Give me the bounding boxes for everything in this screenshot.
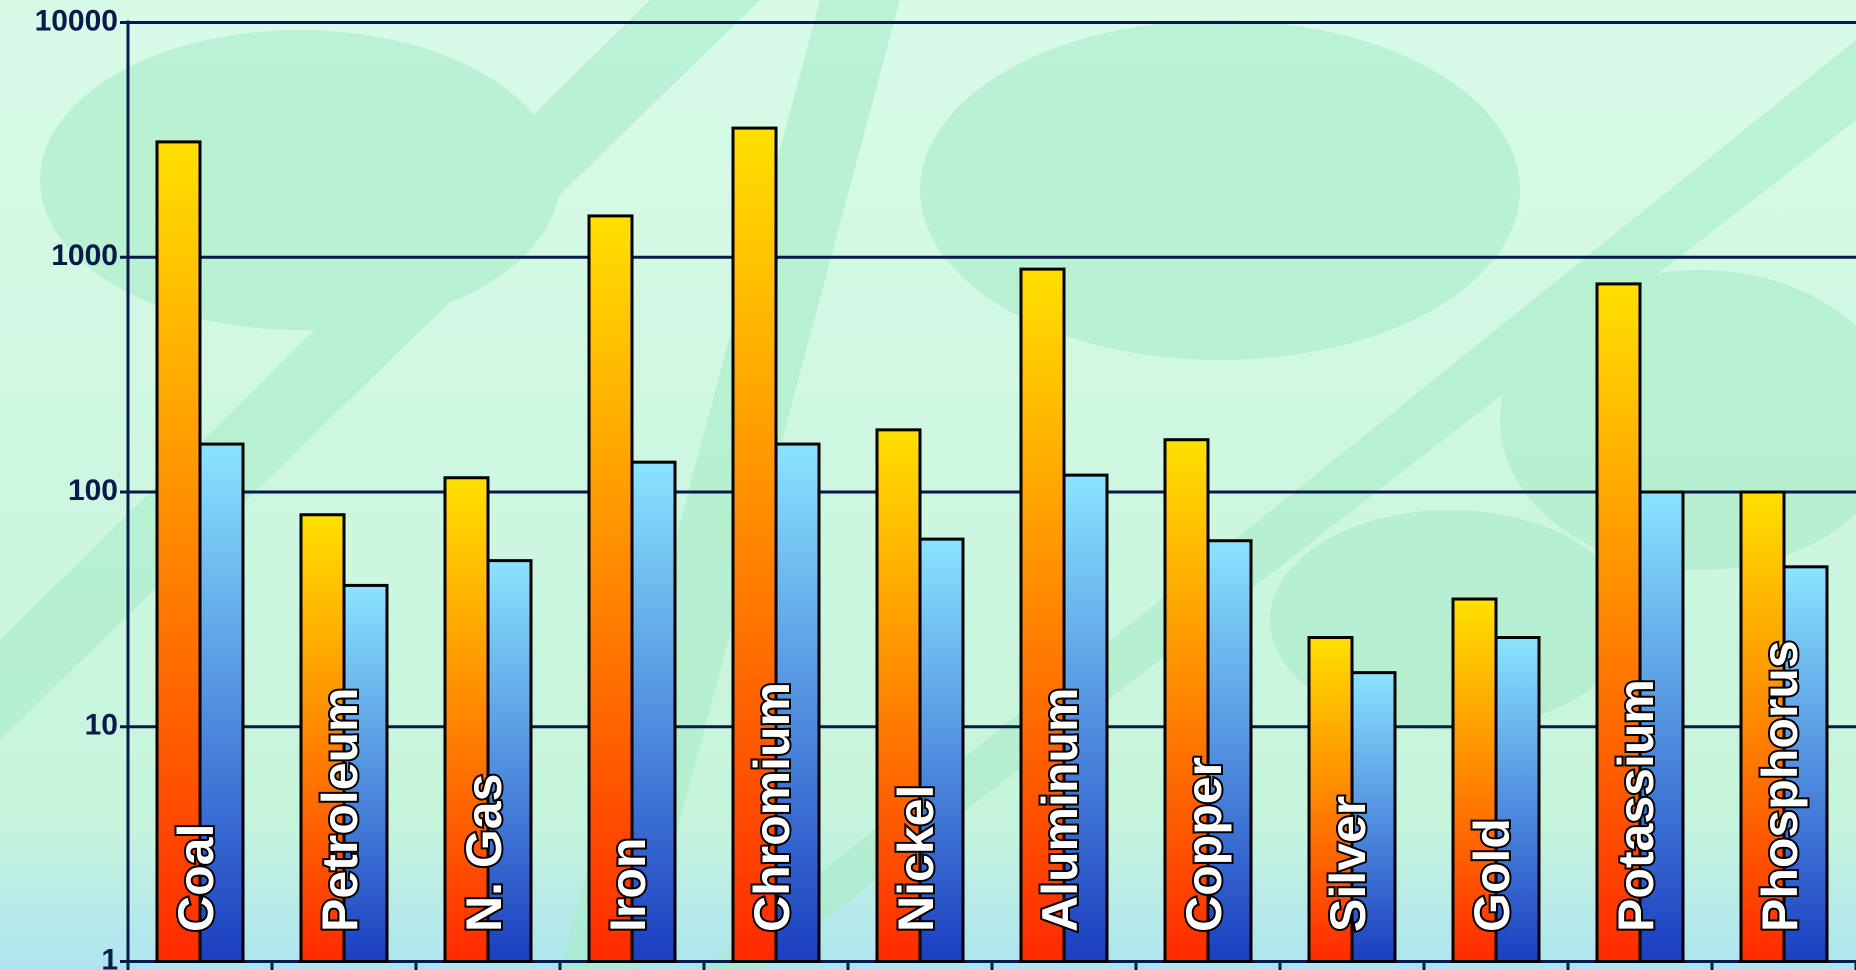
y-tick-label: 10 xyxy=(85,709,118,742)
bar xyxy=(198,442,245,963)
bar xyxy=(918,537,965,963)
bar xyxy=(155,140,202,964)
category-label: Phosphorus xyxy=(1752,640,1808,932)
category-label: Nickel xyxy=(888,785,944,932)
category-label: Copper xyxy=(1176,757,1232,932)
bar xyxy=(1494,635,1541,963)
category-label: Chromium xyxy=(744,682,800,932)
bar xyxy=(1062,473,1109,963)
y-tick-label: 100 xyxy=(68,474,118,507)
bar xyxy=(486,559,533,963)
bar xyxy=(342,583,389,964)
bar xyxy=(1782,565,1829,963)
category-label: Petroleum xyxy=(312,687,368,932)
bar xyxy=(1307,635,1354,963)
category-label: Gold xyxy=(1464,818,1520,932)
bar xyxy=(443,476,490,963)
category-label: Potassium xyxy=(1608,679,1664,932)
bar xyxy=(1739,490,1786,963)
category-label: Silver xyxy=(1320,796,1376,932)
bar xyxy=(630,460,677,963)
bar xyxy=(875,428,922,963)
bar xyxy=(1638,490,1685,963)
bar xyxy=(1350,671,1397,963)
category-label: N. Gas xyxy=(456,774,512,932)
category-label: Coal xyxy=(168,824,224,932)
category-label: Iron xyxy=(600,838,656,932)
bar xyxy=(774,442,821,963)
bar xyxy=(1019,267,1066,964)
bar xyxy=(1206,539,1253,963)
y-tick-label: 1 xyxy=(101,943,118,970)
y-tick-label: 10000 xyxy=(35,4,118,37)
bar xyxy=(1595,282,1642,963)
category-label: Aluminum xyxy=(1032,688,1088,932)
bar xyxy=(1163,438,1210,964)
bar xyxy=(731,126,778,963)
y-tick-label: 1000 xyxy=(51,239,118,272)
bar xyxy=(1451,597,1498,963)
